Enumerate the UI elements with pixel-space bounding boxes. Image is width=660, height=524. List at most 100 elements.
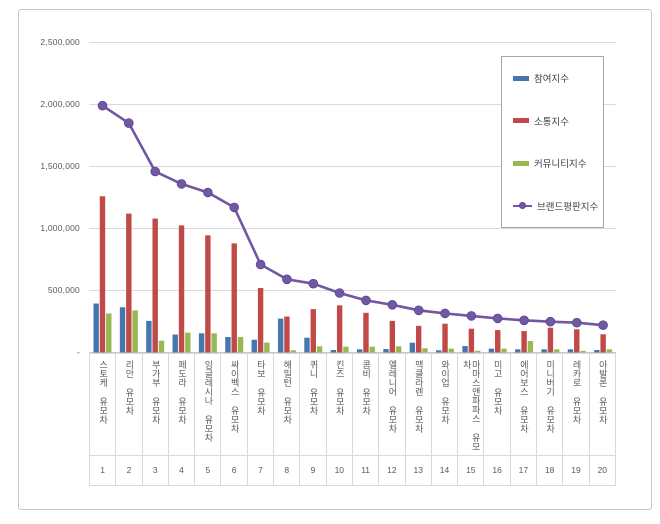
- bar-참여지수-18: [541, 349, 547, 353]
- rank-label: 8: [274, 455, 301, 485]
- bar-소통지수-16: [495, 330, 501, 353]
- bar-참여지수-12: [383, 349, 389, 353]
- bar-커뮤니티지수-8: [290, 350, 296, 353]
- legend-item-brand-reputation: 브랜드평판지수: [502, 185, 603, 228]
- rank-axis: 1 2 3 4 5 6 7 8 9 10 11 12 13 14 15 16 17 18 19 20: [89, 455, 616, 486]
- category-cell: 부가부 유모차: [143, 354, 169, 455]
- bar-소통지수-18: [547, 327, 554, 353]
- rank-label: 18: [537, 455, 564, 485]
- bar-참여지수-7: [251, 339, 257, 353]
- bar-참여지수-4: [172, 334, 178, 353]
- rank-label: 5: [195, 455, 222, 485]
- reputation-point-3: [150, 166, 161, 177]
- bar-커뮤니티지수-5: [211, 333, 217, 353]
- reputation-point-17: [519, 315, 529, 326]
- bar-참여지수-9: [304, 337, 310, 353]
- bar-커뮤니티지수-1: [106, 313, 112, 353]
- bar-참여지수-5: [198, 333, 205, 353]
- legend-label: 브랜드평판지수: [537, 201, 599, 213]
- bar-참여지수-11: [356, 349, 363, 353]
- reputation-line: [97, 100, 608, 331]
- rank-label: 14: [432, 455, 459, 485]
- bar-소통지수-10: [336, 305, 343, 353]
- category-label: 퀴니 유모차: [308, 360, 319, 415]
- category-label: 해밀턴 유모차: [282, 360, 293, 424]
- rank-label: 6: [221, 455, 248, 485]
- category-label: 페도라 유모차: [177, 360, 188, 424]
- bar-소통지수-11: [363, 312, 369, 353]
- bar-소통지수-3: [152, 218, 158, 353]
- bar-참여지수-19: [567, 349, 574, 353]
- category-cell: 마마스앤파파스 유모차: [458, 354, 485, 455]
- y-tick-2000000: 2,000,000: [40, 99, 80, 109]
- bar-참여지수-14: [436, 350, 442, 353]
- reputation-point-14: [440, 308, 450, 319]
- y-tick-zero: -: [76, 347, 80, 357]
- bar-커뮤니티지수-6: [237, 337, 244, 353]
- bar-소통지수-4: [178, 225, 185, 353]
- reputation-point-4: [176, 179, 187, 189]
- rank-label: 17: [511, 455, 538, 485]
- participation-swatch-icon: [513, 75, 529, 81]
- reputation-point-5: [203, 187, 213, 198]
- y-tick-2500000: 2,500,000: [40, 37, 80, 47]
- bar-커뮤니티지수-7: [264, 342, 270, 353]
- rank-label: 13: [406, 455, 432, 485]
- reputation-point-19: [571, 317, 582, 328]
- legend-label: 참여지수: [534, 74, 569, 86]
- bar-참여지수-3: [146, 320, 152, 353]
- bar-소통지수-15: [468, 328, 475, 353]
- category-cell: 퀴니 유모차: [300, 354, 327, 455]
- rank-label: 4: [169, 455, 196, 485]
- chart-frame: 2,500,000 2,000,000 1,500,000 1,000,000 …: [18, 9, 652, 510]
- category-label: 미니버기 유모차: [545, 360, 556, 433]
- category-label: 싸이벡스 유모차: [229, 360, 240, 433]
- category-label: 아발론 유모차: [597, 360, 608, 424]
- reputation-point-13: [413, 305, 424, 316]
- category-cell: 와이업 유모차: [432, 354, 459, 455]
- category-label: 리안 유모차: [124, 360, 135, 415]
- category-label: 부가부 유모차: [150, 360, 161, 424]
- bar-소통지수-1: [99, 196, 106, 353]
- category-label: 맥클라렌 유모차: [413, 360, 424, 433]
- bar-커뮤니티지수-15: [474, 350, 481, 353]
- bar-커뮤니티지수-19: [580, 350, 586, 353]
- reputation-point-16: [492, 313, 503, 324]
- category-cell: 에어보스 유모차: [511, 354, 538, 455]
- category-cell: 페도라 유모차: [169, 354, 196, 455]
- bar-커뮤니티지수-2: [132, 310, 138, 353]
- bar-참여지수-10: [330, 350, 337, 353]
- rank-label: 20: [597, 465, 608, 475]
- rank-label: 1: [90, 455, 117, 485]
- reputation-point-11: [361, 295, 371, 306]
- bar-소통지수-8: [284, 316, 290, 353]
- bar-참여지수-2: [119, 307, 126, 353]
- reputation-point-20: [598, 320, 608, 331]
- category-label: 엘레니어 유모차: [387, 360, 398, 433]
- category-label: 마마스앤파파스 유모차: [461, 360, 481, 451]
- legend-label: 커뮤니티지수: [534, 159, 587, 171]
- legend-box: 참여지수 소통지수 커뮤니티지수 브랜드평판지수: [501, 56, 604, 228]
- legend-label: 소통지수: [534, 116, 569, 128]
- legend-item-communication: 소통지수: [502, 100, 603, 143]
- reputation-point-18: [545, 316, 556, 327]
- bar-커뮤니티지수-13: [422, 348, 428, 353]
- y-tick-1500000: 1,500,000: [40, 161, 80, 171]
- category-axis: 스토케 유모차 리안 유모차 부가부 유모차 페도라 유모차 잉글레시나 유모차 싸이벡스…: [89, 353, 616, 456]
- bar-커뮤니티지수-12: [395, 346, 402, 353]
- category-label: 콤비 유모차: [361, 360, 372, 415]
- category-cell: 레카로 유모차: [563, 354, 590, 455]
- category-cell: 싸이벡스 유모차: [221, 354, 248, 455]
- category-label: 레카로 유모차: [571, 360, 582, 424]
- bar-커뮤니티지수-11: [369, 346, 375, 353]
- category-cell: 잉글레시나 유모차: [195, 354, 222, 455]
- reputation-point-1: [97, 100, 108, 111]
- rank-label: 16: [484, 455, 511, 485]
- bars-layer: [93, 196, 613, 353]
- bar-참여지수-17: [515, 349, 521, 353]
- bar-커뮤니티지수-16: [501, 348, 507, 353]
- bar-커뮤니티지수-18: [554, 349, 560, 353]
- bar-소통지수-9: [310, 309, 316, 353]
- bar-소통지수-17: [521, 331, 527, 353]
- category-cell: 스토케 유모차: [90, 354, 117, 455]
